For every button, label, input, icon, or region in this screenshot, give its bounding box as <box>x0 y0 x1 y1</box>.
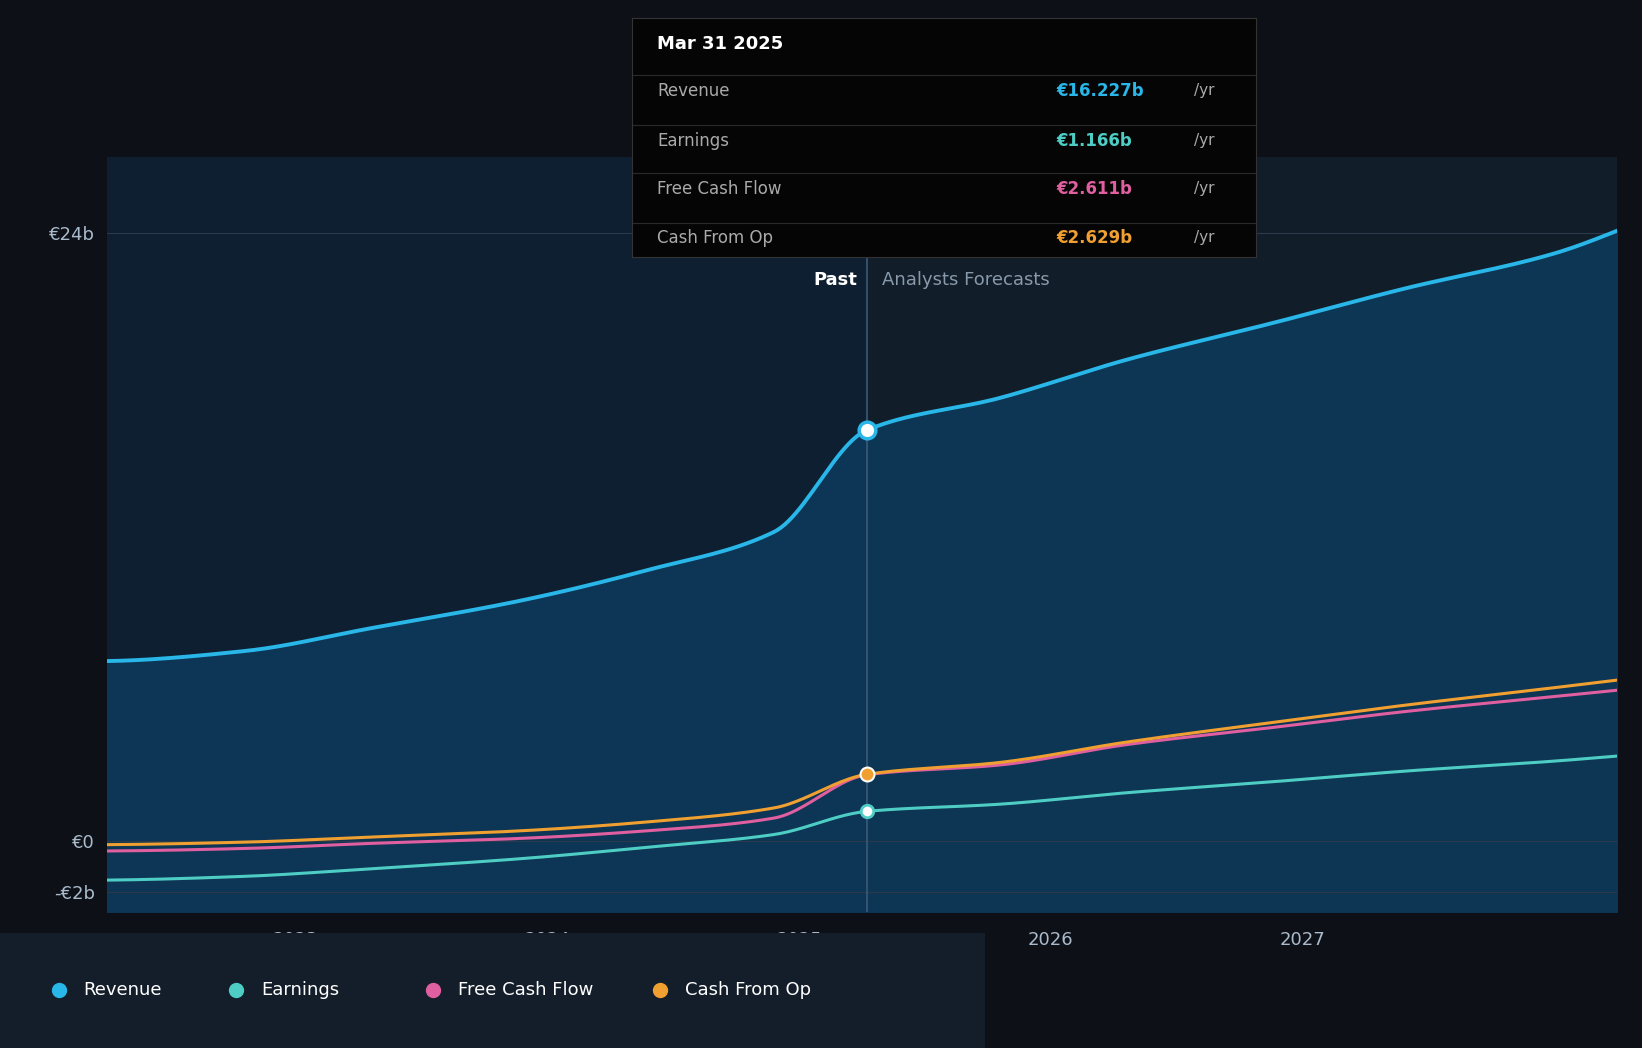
Text: /yr: /yr <box>1194 83 1213 99</box>
Text: Free Cash Flow: Free Cash Flow <box>657 179 782 198</box>
Text: /yr: /yr <box>1194 133 1213 149</box>
Text: Earnings: Earnings <box>657 132 729 150</box>
Text: €1.166b: €1.166b <box>1056 132 1133 150</box>
Text: Mar 31 2025: Mar 31 2025 <box>657 35 783 52</box>
Text: Cash From Op: Cash From Op <box>657 228 773 246</box>
Text: Cash From Op: Cash From Op <box>685 981 811 1000</box>
Text: /yr: /yr <box>1194 231 1213 245</box>
Bar <box>107 157 867 912</box>
Text: Free Cash Flow: Free Cash Flow <box>458 981 593 1000</box>
Text: Earnings: Earnings <box>261 981 340 1000</box>
Text: Analysts Forecasts: Analysts Forecasts <box>882 271 1049 289</box>
Bar <box>867 157 1617 912</box>
Text: €16.227b: €16.227b <box>1056 82 1144 100</box>
Text: Revenue: Revenue <box>84 981 163 1000</box>
Text: /yr: /yr <box>1194 181 1213 196</box>
Text: Past: Past <box>813 271 857 289</box>
Text: Revenue: Revenue <box>657 82 729 100</box>
Text: €2.611b: €2.611b <box>1056 179 1133 198</box>
Text: €2.629b: €2.629b <box>1056 228 1133 246</box>
